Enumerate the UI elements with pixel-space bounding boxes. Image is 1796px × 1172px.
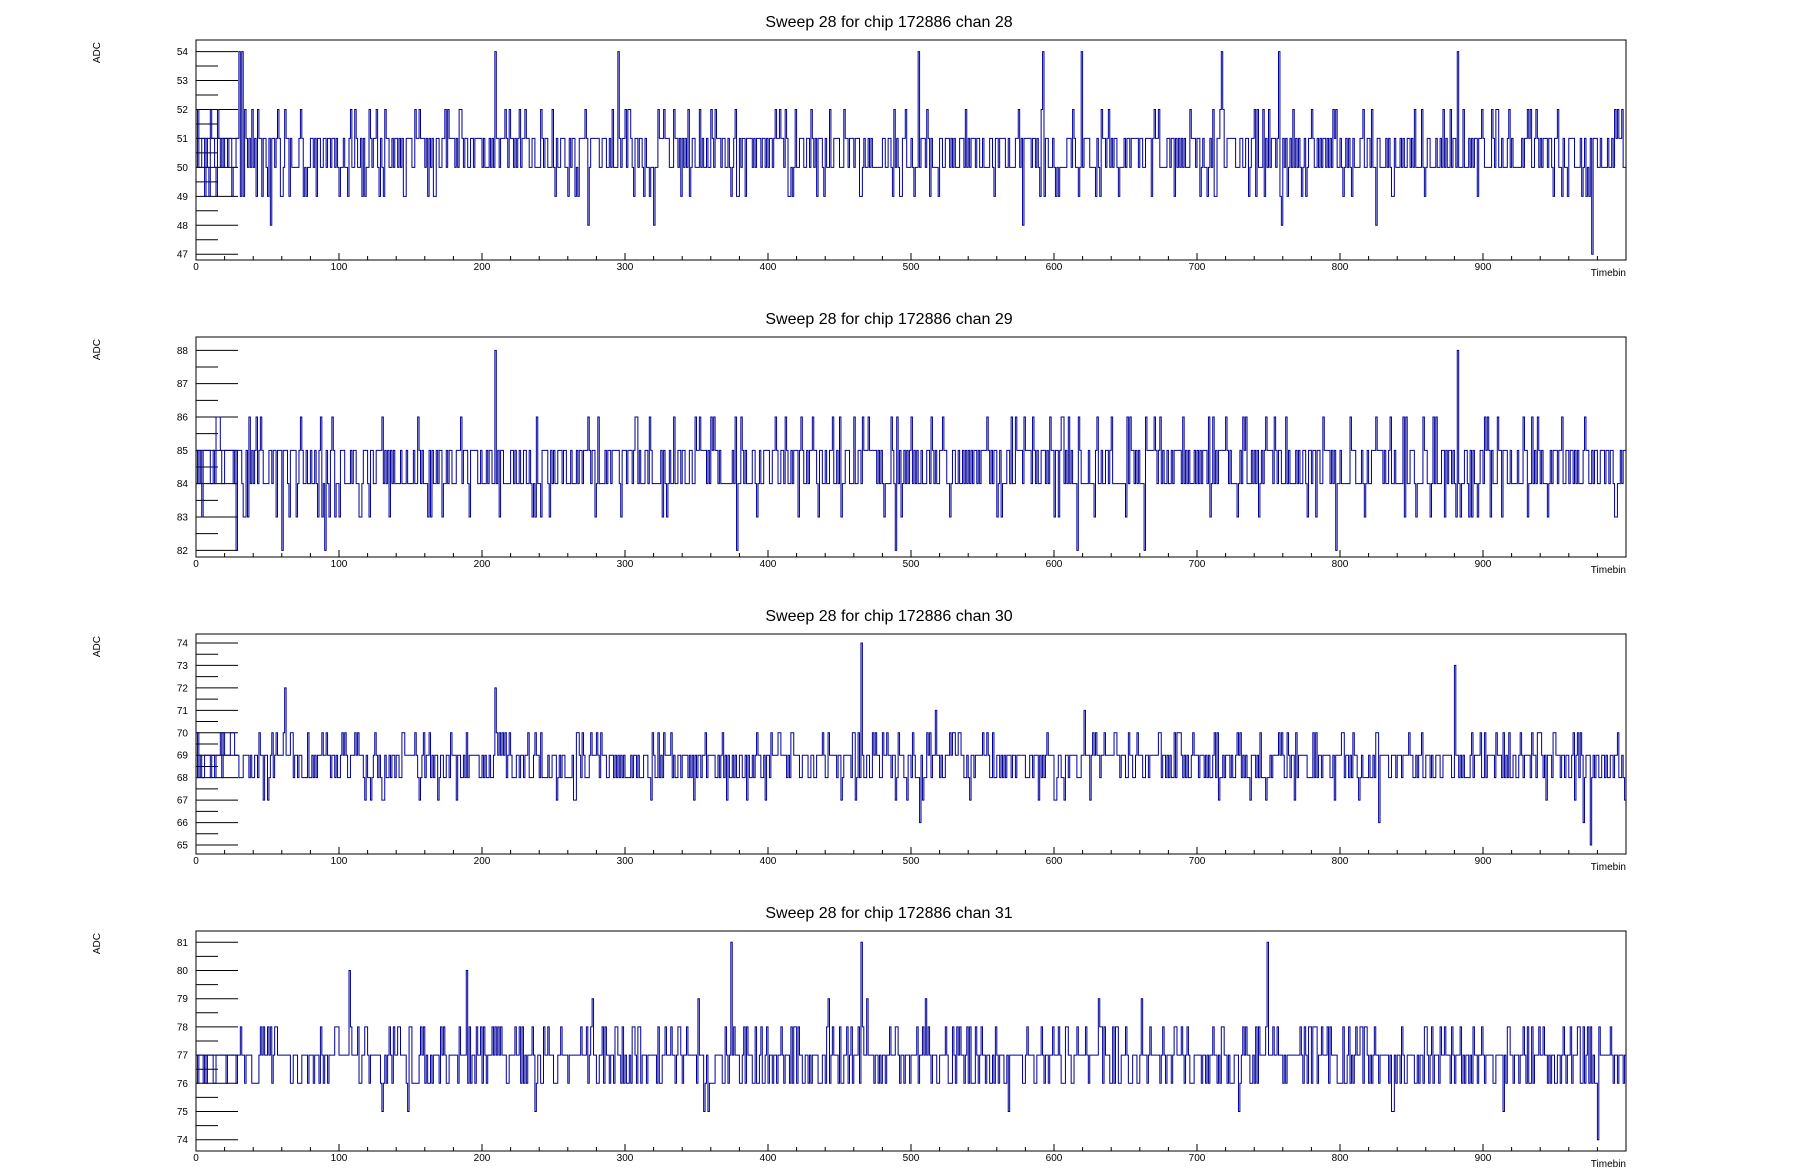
y-tick-label: 66 — [177, 818, 189, 829]
y-tick-label: 54 — [177, 47, 189, 58]
y-axis-label: ADC — [92, 42, 103, 63]
x-tick-label: 900 — [1475, 856, 1492, 867]
x-tick-label: 500 — [903, 262, 920, 273]
chart-title: Sweep 28 for chip 172886 chan 29 — [765, 311, 1012, 328]
y-tick-label: 74 — [177, 638, 189, 649]
y-tick-label: 78 — [177, 1022, 189, 1033]
y-tick-label: 69 — [177, 751, 189, 762]
x-tick-label: 900 — [1475, 559, 1492, 570]
y-tick-label: 82 — [177, 546, 189, 557]
chart-title: Sweep 28 for chip 172886 chan 30 — [765, 608, 1012, 625]
y-tick-label: 71 — [177, 706, 189, 717]
x-tick-label: 700 — [1189, 262, 1206, 273]
x-tick-label: 800 — [1332, 262, 1349, 273]
plot-frame — [195, 633, 1627, 855]
y-tick-label: 86 — [177, 413, 189, 424]
x-tick-label: 600 — [1046, 559, 1063, 570]
x-tick-label: 100 — [331, 856, 348, 867]
x-tick-label: 300 — [617, 559, 634, 570]
y-tick-label: 79 — [177, 994, 189, 1005]
y-tick-label: 88 — [177, 346, 189, 357]
y-tick-label: 47 — [177, 250, 189, 261]
x-tick-label: 700 — [1189, 1153, 1206, 1164]
y-tick-label: 48 — [177, 221, 189, 232]
y-tick-label: 72 — [177, 683, 189, 694]
y-tick-label: 85 — [177, 446, 189, 457]
y-tick-label: 70 — [177, 728, 189, 739]
y-tick-label: 83 — [177, 513, 189, 524]
x-tick-label: 0 — [193, 1153, 199, 1164]
x-tick-label: 800 — [1332, 1153, 1349, 1164]
x-tick-label: 0 — [193, 559, 199, 570]
x-tick-label: 300 — [617, 856, 634, 867]
x-tick-label: 800 — [1332, 559, 1349, 570]
x-tick-label: 500 — [903, 559, 920, 570]
y-tick-label: 65 — [177, 841, 189, 852]
y-tick-label: 53 — [177, 76, 189, 87]
x-tick-label: 900 — [1475, 1153, 1492, 1164]
x-tick-label: 400 — [760, 856, 777, 867]
chart-panel-3: Sweep 28 for chip 172886 chan 30 ADC Timeb… — [92, 608, 1627, 873]
x-tick-label: 800 — [1332, 856, 1349, 867]
series-line — [196, 642, 1626, 846]
chart-panel-4: Sweep 28 for chip 172886 chan 31 ADC Timeb… — [92, 905, 1627, 1170]
x-tick-label: 0 — [193, 856, 199, 867]
x-tick-label: 900 — [1475, 262, 1492, 273]
x-axis-label: Timebin — [1591, 565, 1626, 576]
y-tick-label: 80 — [177, 966, 189, 977]
y-tick-label: 77 — [177, 1051, 189, 1062]
x-tick-label: 600 — [1046, 1153, 1063, 1164]
x-tick-label: 700 — [1189, 559, 1206, 570]
x-tick-label: 400 — [760, 1153, 777, 1164]
x-tick-label: 600 — [1046, 856, 1063, 867]
series-line — [196, 51, 1626, 255]
y-tick-label: 68 — [177, 773, 189, 784]
chart-title: Sweep 28 for chip 172886 chan 31 — [765, 905, 1012, 922]
x-tick-label: 300 — [617, 1153, 634, 1164]
series-line — [196, 349, 1626, 551]
x-tick-label: 100 — [331, 1153, 348, 1164]
y-tick-label: 74 — [177, 1135, 189, 1146]
series-line — [196, 941, 1626, 1141]
x-tick-label: 500 — [903, 1153, 920, 1164]
y-tick-label: 50 — [177, 163, 189, 174]
y-axis-label: ADC — [92, 339, 103, 360]
x-tick-label: 300 — [617, 262, 634, 273]
x-axis-label: Timebin — [1591, 862, 1626, 873]
x-tick-label: 200 — [474, 1153, 491, 1164]
x-tick-label: 200 — [474, 262, 491, 273]
y-tick-label: 51 — [177, 134, 189, 145]
y-tick-label: 81 — [177, 938, 189, 949]
y-tick-label: 84 — [177, 479, 189, 490]
x-tick-label: 500 — [903, 856, 920, 867]
y-tick-label: 52 — [177, 105, 189, 116]
y-axis-label: ADC — [92, 636, 103, 657]
chart-panel-2: Sweep 28 for chip 172886 chan 29 ADC Timeb… — [92, 311, 1627, 576]
x-axis-label: Timebin — [1591, 268, 1626, 279]
x-tick-label: 400 — [760, 559, 777, 570]
x-tick-label: 200 — [474, 559, 491, 570]
y-tick-label: 49 — [177, 192, 189, 203]
y-axis-label: ADC — [92, 933, 103, 954]
x-tick-label: 100 — [331, 262, 348, 273]
x-tick-label: 700 — [1189, 856, 1206, 867]
y-tick-label: 87 — [177, 379, 189, 390]
x-tick-label: 200 — [474, 856, 491, 867]
x-axis-label: Timebin — [1591, 1159, 1626, 1170]
chart-title: Sweep 28 for chip 172886 chan 28 — [765, 14, 1012, 31]
plot-frame — [195, 930, 1627, 1152]
y-tick-label: 75 — [177, 1107, 189, 1118]
x-tick-label: 0 — [193, 262, 199, 273]
chart-panel-1: Sweep 28 for chip 172886 chan 28 ADC Timeb… — [92, 14, 1627, 279]
x-tick-label: 100 — [331, 559, 348, 570]
x-tick-label: 400 — [760, 262, 777, 273]
y-tick-label: 67 — [177, 796, 189, 807]
y-tick-label: 73 — [177, 661, 189, 672]
x-tick-label: 600 — [1046, 262, 1063, 273]
y-tick-label: 76 — [177, 1079, 189, 1090]
